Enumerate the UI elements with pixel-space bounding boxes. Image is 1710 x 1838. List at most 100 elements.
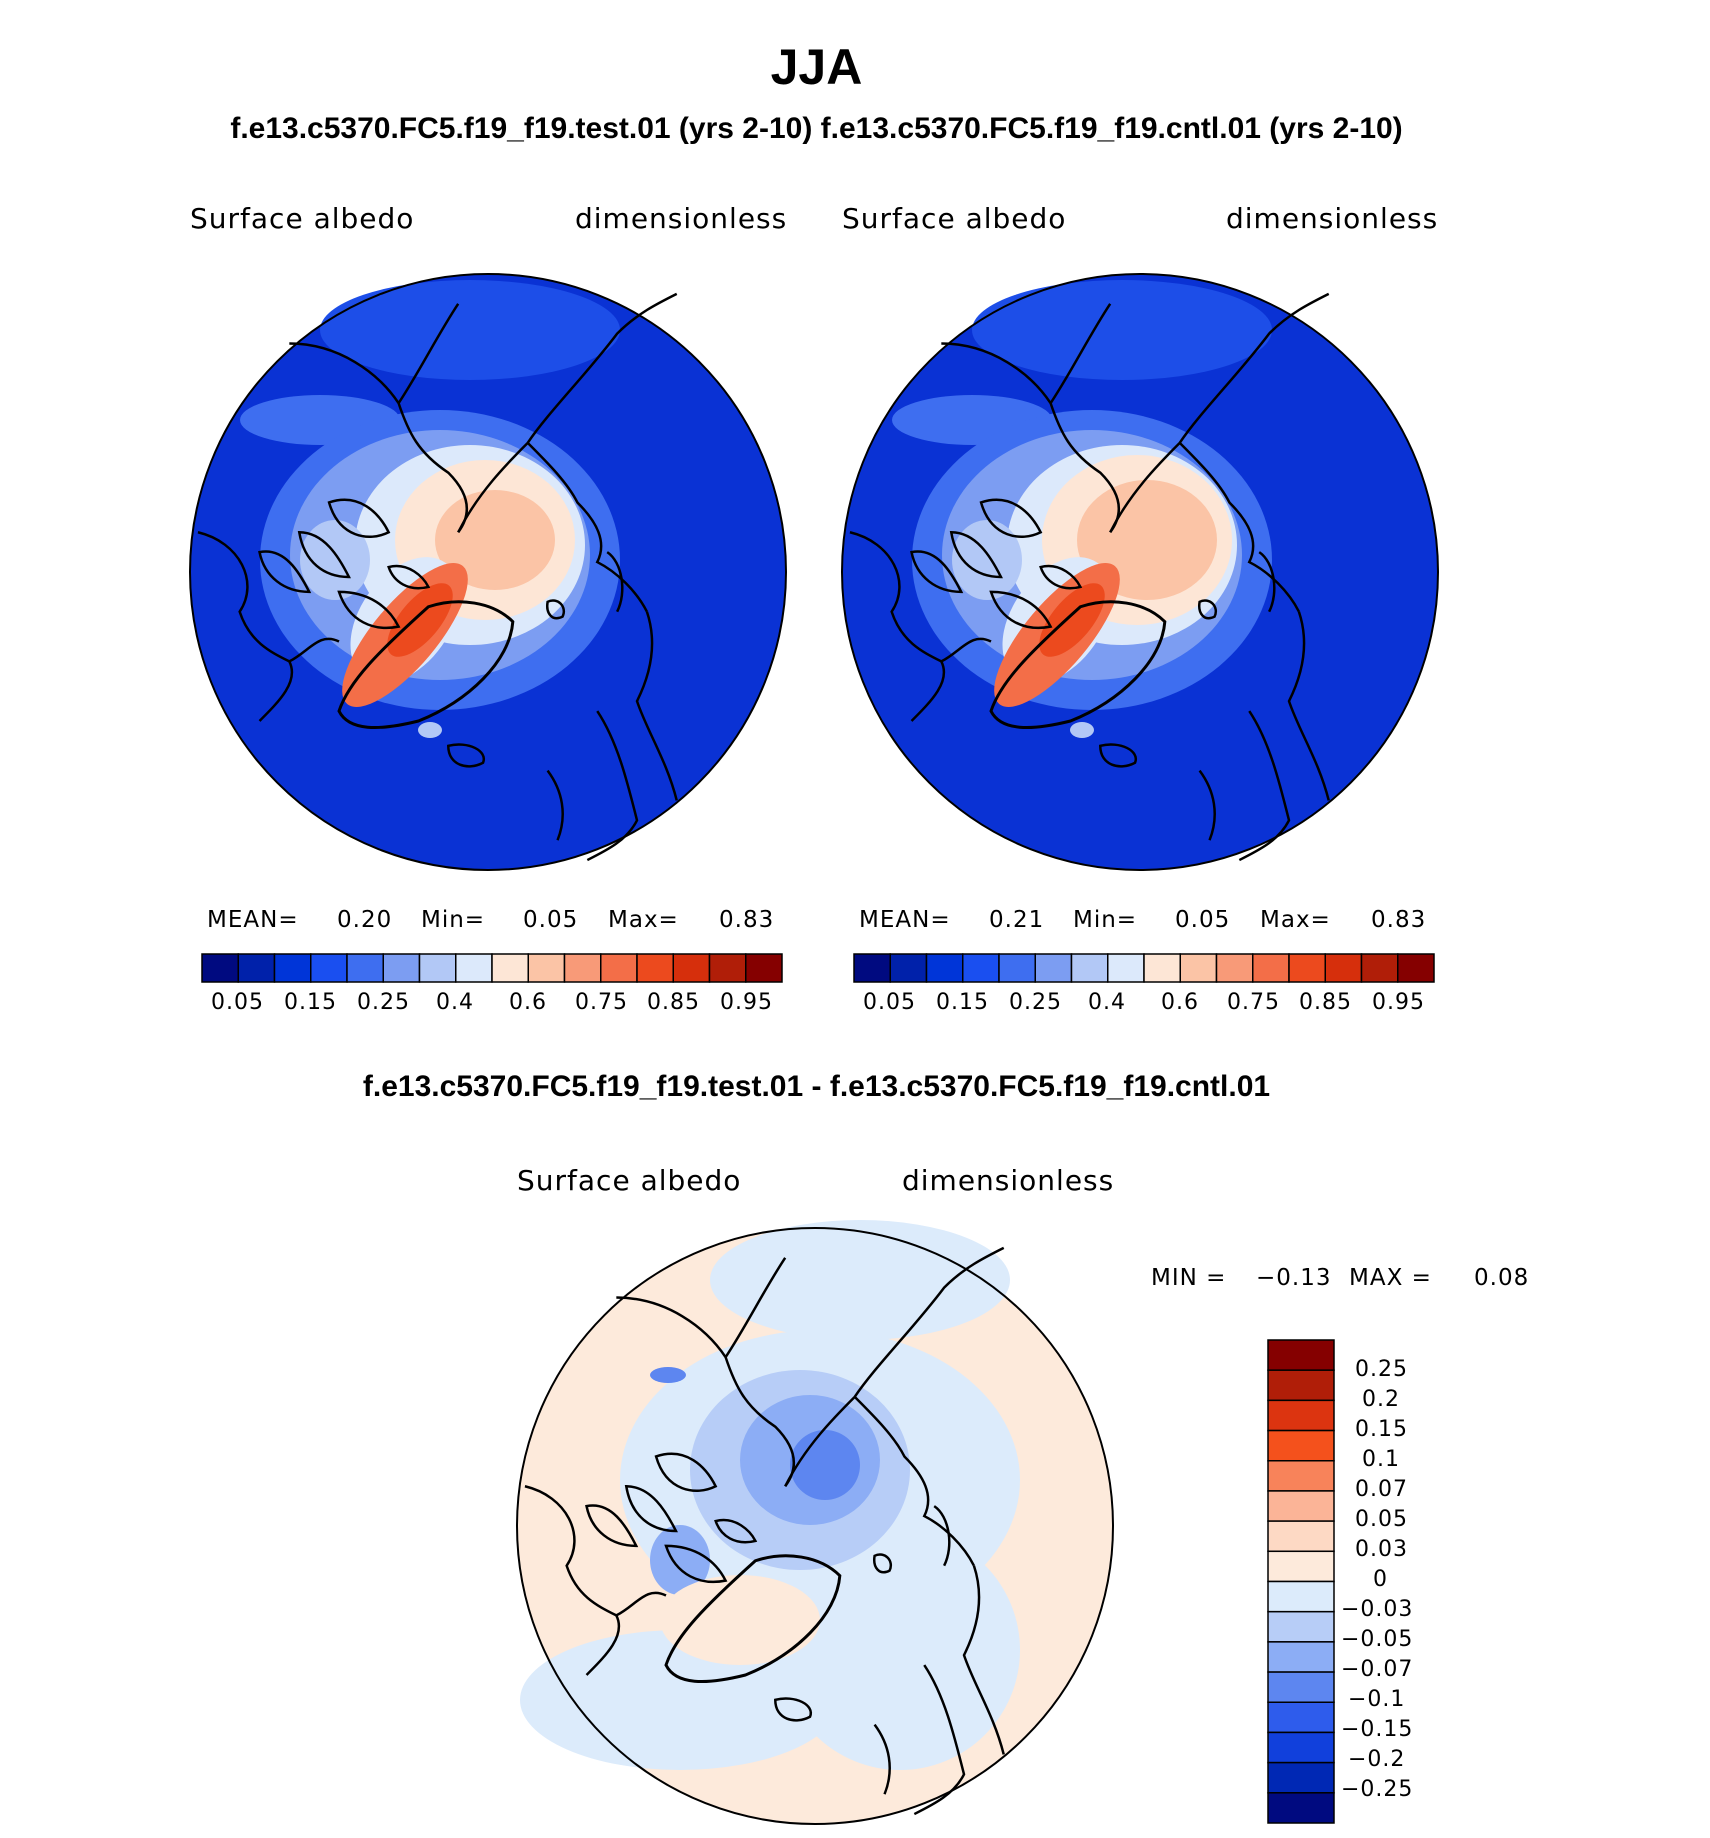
colorbar-swatch [527,953,566,983]
colorbar-swatch [310,953,348,983]
difference-colorbar [1267,1339,1335,1824]
colorbar-swatch [708,953,747,983]
colorbar-swatch [1267,1550,1335,1583]
colorbar-swatch [1252,953,1290,983]
cbar1-tick: 0.6 [509,990,547,1015]
diff-variable-label: Surface albedo [517,1164,742,1197]
cbar2-tick: 0.95 [1372,990,1425,1015]
figure-subtitle: f.e13.c5370.FC5.f19_f19.test.01 (yrs 2-1… [230,112,1403,145]
diff-cbar-tick: 0.2 [1362,1387,1400,1412]
colorbar-swatch [382,953,421,983]
diff-cbar-tick: −0.1 [1348,1687,1406,1712]
panel2-min-value: 0.05 [1175,907,1231,933]
diff-cbar-tick: 0 [1373,1567,1388,1592]
colorbar-swatch [1267,1369,1335,1402]
panel1-min-label: Min= [421,907,486,933]
colorbar-swatch [563,953,602,983]
colorbar-swatch [1324,953,1363,983]
diff-cbar-tick: 0.05 [1355,1507,1408,1532]
colorbar-swatch [201,953,239,983]
cbar2-tick: 0.6 [1161,990,1199,1015]
panel1-polar-map [189,273,787,871]
colorbar-swatch [1267,1580,1335,1613]
cbar1-tick: 0.4 [436,990,474,1015]
panel1-mean-label: MEAN= [207,907,299,933]
diff-cbar-tick: 0.03 [1355,1537,1408,1562]
diff-max-value: 0.08 [1474,1265,1530,1291]
panel2-max-value: 0.83 [1371,907,1427,933]
cbar1-tick: 0.15 [284,990,337,1015]
panel1-min-value: 0.05 [523,907,579,933]
colorbar-swatch [1267,1701,1335,1734]
colorbar-swatch [346,953,384,983]
colorbar-swatch [1267,1490,1335,1522]
colorbar-swatch [1267,1339,1335,1371]
diff-cbar-tick: 0.07 [1355,1477,1408,1502]
colorbar-swatch [672,953,711,983]
cbar2-tick: 0.15 [936,990,989,1015]
cbar1-tick: 0.25 [357,990,410,1015]
colorbar-swatch [1179,953,1218,983]
cbar2-tick: 0.75 [1227,990,1280,1015]
cbar1-tick: 0.85 [647,990,700,1015]
colorbar-swatch [1267,1671,1335,1703]
difference-title: f.e13.c5370.FC5.f19_f19.test.01 - f.e13.… [362,1070,1271,1103]
colorbar-swatch [273,953,312,983]
diff-cbar-tick: 0.15 [1355,1417,1408,1442]
figure-title: JJA [770,39,863,95]
colorbar-swatch [636,953,674,983]
colorbar-swatch [962,953,1000,983]
cbar2-tick: 0.85 [1299,990,1352,1015]
panel2-min-label: Min= [1073,907,1138,933]
colorbar-swatch [1267,1460,1335,1492]
diff-cbar-tick: −0.2 [1348,1747,1406,1772]
colorbar-swatch [237,953,276,983]
panel1-mean-value: 0.20 [337,907,393,933]
panel1-variable-label: Surface albedo [190,202,415,235]
panel2-colorbar [853,953,1435,983]
colorbar-swatch [998,953,1036,983]
cbar2-tick: 0.4 [1088,990,1126,1015]
panel2-mean-label: MEAN= [859,907,951,933]
panel2-polar-map [841,273,1439,871]
colorbar-swatch [1360,953,1399,983]
panel1-colorbar [201,953,783,983]
colorbar-swatch [1215,953,1254,983]
cbar1-tick: 0.95 [720,990,773,1015]
panel1-max-value: 0.83 [719,907,775,933]
diff-cbar-tick: −0.25 [1341,1777,1414,1802]
colorbar-swatch [491,953,529,983]
colorbar-swatch [1034,953,1073,983]
colorbar-swatch [1070,953,1109,983]
panel2-units-label: dimensionless [1226,202,1439,235]
diff-cbar-tick: −0.05 [1341,1627,1414,1652]
diff-units-label: dimensionless [902,1164,1115,1197]
cbar2-tick: 0.05 [863,990,916,1015]
panel2-mean-value: 0.21 [989,907,1045,933]
diff-cbar-tick: −0.15 [1341,1717,1414,1742]
diff-cbar-tick: −0.03 [1341,1597,1414,1622]
diff-max-label: MAX = [1349,1265,1432,1291]
colorbar-swatch [1267,1429,1335,1462]
colorbar-swatch [1267,1520,1335,1553]
colorbar-swatch [1267,1761,1335,1794]
colorbar-swatch [1107,953,1145,983]
colorbar-swatch [600,953,638,983]
colorbar-swatch [1143,953,1181,983]
cbar2-tick: 0.25 [1009,990,1062,1015]
panel1-units-label: dimensionless [575,202,788,235]
diff-cbar-tick: 0.1 [1362,1447,1400,1472]
panel2-max-label: Max= [1260,907,1331,933]
colorbar-swatch [1267,1399,1335,1432]
colorbar-swatch [745,953,783,983]
colorbar-swatch [455,953,493,983]
cbar1-tick: 0.05 [211,990,264,1015]
colorbar-swatch [1267,1610,1335,1643]
colorbar-swatch [1288,953,1326,983]
diff-min-label: MIN = [1151,1265,1227,1291]
colorbar-swatch [1397,953,1435,983]
panel2-variable-label: Surface albedo [842,202,1067,235]
diff-cbar-tick: −0.07 [1341,1657,1414,1682]
difference-polar-map [516,1220,1114,1825]
